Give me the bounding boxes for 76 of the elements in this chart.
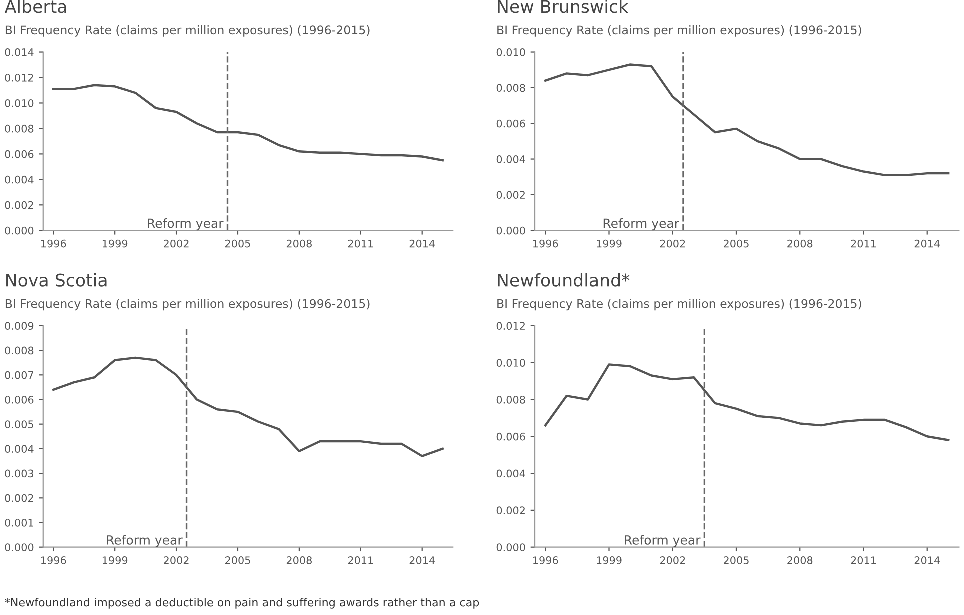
x-tick-label: 2002: [660, 240, 686, 248]
y-tick-label: 0.003: [5, 470, 34, 478]
y-tick-label: 0.006: [496, 432, 526, 441]
y-tick-label: 0.014: [5, 48, 34, 56]
chart-subtitle: BI Frequency Rate (claims per million exposures) (1996-2015): [498, 299, 862, 311]
x-tick-label: 2008: [788, 556, 813, 564]
x-tick-label: 2002: [164, 240, 189, 248]
y-tick-label: 0.006: [5, 396, 34, 404]
x-tick-label: 1999: [597, 556, 622, 564]
y-tick-label: 0.002: [5, 201, 34, 210]
x-tick-label: 2014: [914, 240, 940, 248]
chart-subtitle: BI Frequency Rate (claims per million exposures) (1996-2015): [6, 25, 370, 37]
y-tick-label: 0.008: [496, 84, 526, 92]
x-tick-label: 2008: [286, 556, 312, 564]
x-tick-label: 2005: [225, 556, 250, 564]
chart-title: Alberta: [4, 0, 66, 14]
chart-title: Newfoundland*: [498, 273, 630, 287]
y-tick-label: 0.000: [496, 226, 526, 235]
ref-line-label: Reform year: [604, 218, 680, 231]
x-tick-label: 1999: [597, 240, 622, 248]
y-tick-label: 0.006: [496, 120, 526, 128]
line-series: [52, 84, 444, 162]
x-tick-label: 2014: [410, 556, 436, 564]
chart-subtitle: BI Frequency Rate (claims per million exposures) (1996-2015): [6, 299, 370, 311]
line-series: [52, 356, 444, 458]
x-tick-label: 2002: [660, 556, 686, 564]
y-tick-label: 0.010: [496, 359, 526, 367]
y-tick-label: 0.002: [496, 506, 525, 515]
line-series: [544, 64, 950, 176]
x-tick-label: 2011: [851, 240, 876, 248]
x-tick-label: 1996: [42, 240, 66, 248]
x-tick-label: 2011: [348, 240, 374, 248]
y-tick-label: 0.004: [496, 470, 526, 478]
x-tick-label: 2005: [225, 240, 250, 248]
y-tick-label: 0.012: [5, 74, 34, 82]
y-tick-label: 0.008: [5, 346, 34, 355]
ref-line-label: Reform year: [625, 535, 701, 548]
y-tick-label: 0.008: [496, 396, 526, 404]
ref-line-label: Reform year: [148, 218, 224, 231]
x-tick-label: 1999: [102, 240, 128, 248]
x-tick-label: 2014: [914, 556, 940, 564]
y-tick-label: 0.007: [5, 371, 34, 380]
y-tick-label: 0.000: [496, 544, 526, 552]
y-tick-label: 0.002: [496, 191, 525, 200]
x-tick-label: 2014: [410, 240, 436, 248]
y-tick-label: 0.010: [496, 48, 526, 56]
text: *Newfoundland imposed a deductible on pain and suffering awards rather than a cap: [5, 598, 480, 609]
y-tick-label: 0.004: [496, 156, 526, 164]
x-tick-label: 2011: [851, 556, 876, 564]
x-tick-label: 2011: [348, 556, 374, 564]
x-tick-label: 2002: [164, 556, 189, 564]
line-series: [544, 364, 950, 442]
y-tick-label: 0.001: [5, 518, 34, 527]
x-tick-label: 2005: [724, 240, 749, 248]
y-tick-label: 0.008: [5, 124, 34, 133]
y-tick-label: 0.012: [496, 322, 525, 330]
y-tick-label: 0.002: [5, 494, 34, 502]
chart-subtitle: BI Frequency Rate (claims per million exposures) (1996-2015): [498, 25, 862, 37]
ref-line-label: Reform year: [107, 535, 183, 548]
x-tick-label: 1996: [534, 556, 558, 564]
x-tick-label: 1996: [534, 240, 558, 248]
y-tick-label: 0.005: [5, 420, 34, 428]
y-tick-label: 0.006: [5, 150, 34, 158]
x-tick-label: 2005: [724, 556, 749, 564]
x-tick-label: 1999: [102, 556, 128, 564]
y-tick-label: 0.004: [5, 445, 34, 454]
y-tick-label: 0.010: [5, 99, 34, 108]
y-tick-label: 0.009: [5, 322, 34, 330]
y-tick-label: 0.004: [5, 176, 34, 184]
x-tick-label: 2008: [788, 240, 813, 248]
chart-title: New Brunswick: [498, 0, 629, 14]
y-tick-label: 0.000: [5, 544, 34, 552]
x-tick-label: 2008: [286, 240, 312, 248]
x-tick-label: 1996: [42, 556, 66, 564]
chart-title: Nova Scotia: [6, 273, 107, 287]
y-tick-label: 0.000: [5, 226, 34, 235]
